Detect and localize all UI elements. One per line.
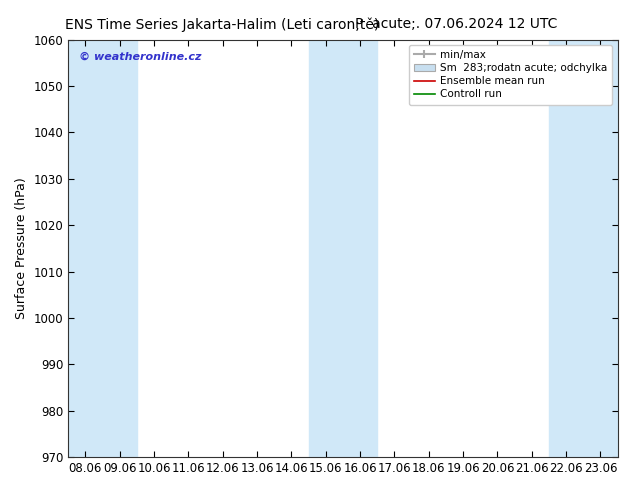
- Legend: min/max, Sm  283;rodatn acute; odchylka, Ensemble mean run, Controll run: min/max, Sm 283;rodatn acute; odchylka, …: [409, 45, 612, 104]
- Text: ENS Time Series Jakarta-Halim (Leti caron;tě): ENS Time Series Jakarta-Halim (Leti caro…: [65, 17, 379, 32]
- Bar: [103, 40, 137, 457]
- Bar: [343, 40, 377, 457]
- Text: © weatheronline.cz: © weatheronline.cz: [79, 52, 202, 62]
- Text: P  acute;. 07.06.2024 12 UTC: P acute;. 07.06.2024 12 UTC: [355, 17, 558, 31]
- Bar: [68, 40, 103, 457]
- Bar: [309, 40, 343, 457]
- Y-axis label: Surface Pressure (hPa): Surface Pressure (hPa): [15, 177, 28, 319]
- Bar: [549, 40, 583, 457]
- Bar: [583, 40, 618, 457]
